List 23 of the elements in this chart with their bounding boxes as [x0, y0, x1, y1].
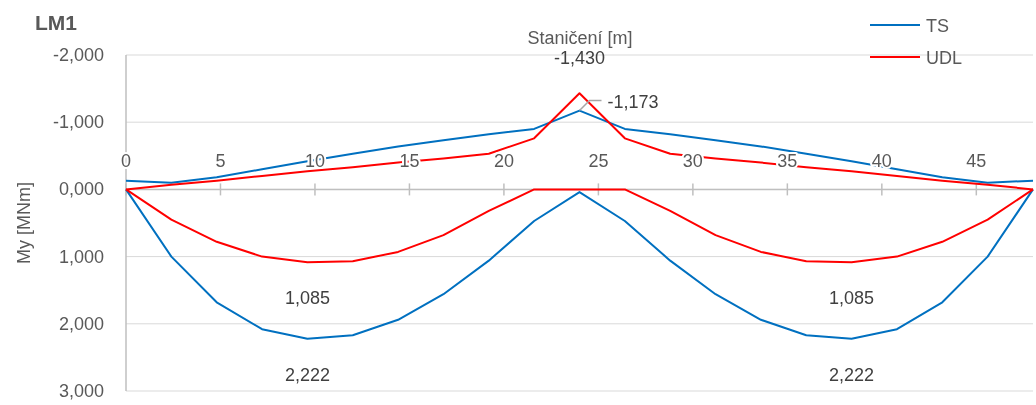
x-tick-label: 0	[120, 151, 132, 172]
x-tick-label: 25	[588, 151, 609, 172]
x-tick-label: 5	[215, 151, 226, 172]
legend-label: TS	[926, 16, 950, 36]
y-tick-label: 0,000	[58, 179, 104, 200]
y-tick-label: 3,000	[58, 381, 104, 401]
y-tick-label: 2,000	[58, 313, 104, 334]
x-tick-label: 20	[493, 151, 514, 172]
x-tick-label: 45	[966, 151, 987, 172]
annotation: -1,430	[553, 48, 606, 69]
y-axis-title: My [MNm]	[14, 182, 34, 264]
y-tick-label: -2,000	[52, 45, 104, 65]
y-tick-label: 1,000	[58, 246, 104, 267]
annotation: 2,222	[829, 364, 875, 385]
legend-label: UDL	[926, 48, 963, 68]
y-tick-label: -1,000	[52, 112, 104, 133]
annotation: -1,173	[607, 91, 659, 112]
annotation: 1,085	[829, 288, 875, 309]
x-tick-label: 30	[682, 151, 703, 172]
annotation: 1,085	[284, 288, 330, 309]
chart-title: LM1	[35, 11, 78, 34]
x-axis-title: Staničení [m]	[527, 28, 633, 48]
annotation: 2,222	[284, 364, 330, 385]
